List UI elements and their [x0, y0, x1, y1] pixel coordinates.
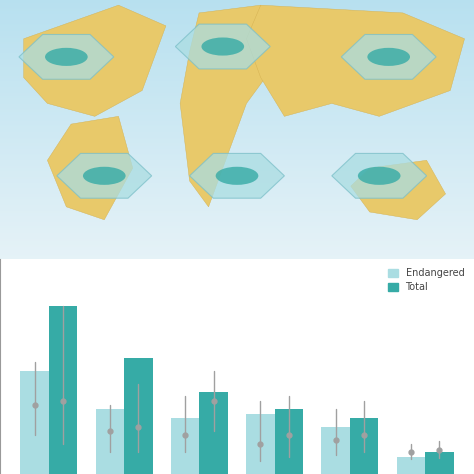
Bar: [274, 410, 303, 474]
Polygon shape: [47, 116, 133, 220]
Ellipse shape: [216, 167, 258, 185]
Polygon shape: [351, 160, 446, 220]
Polygon shape: [180, 5, 275, 207]
Bar: [425, 453, 454, 474]
Ellipse shape: [201, 37, 244, 55]
Bar: [124, 358, 153, 474]
Bar: [246, 414, 274, 474]
Bar: [20, 371, 49, 474]
Bar: [49, 306, 77, 474]
Bar: [397, 457, 425, 474]
Legend: Endangered, Total: Endangered, Total: [383, 264, 469, 297]
Bar: [350, 418, 378, 474]
Bar: [321, 427, 350, 474]
Ellipse shape: [358, 167, 401, 185]
Polygon shape: [246, 5, 465, 116]
Ellipse shape: [45, 48, 88, 66]
Ellipse shape: [367, 48, 410, 66]
Bar: [171, 418, 200, 474]
Bar: [96, 410, 124, 474]
Polygon shape: [24, 5, 166, 116]
Ellipse shape: [83, 167, 126, 185]
Bar: [200, 392, 228, 474]
